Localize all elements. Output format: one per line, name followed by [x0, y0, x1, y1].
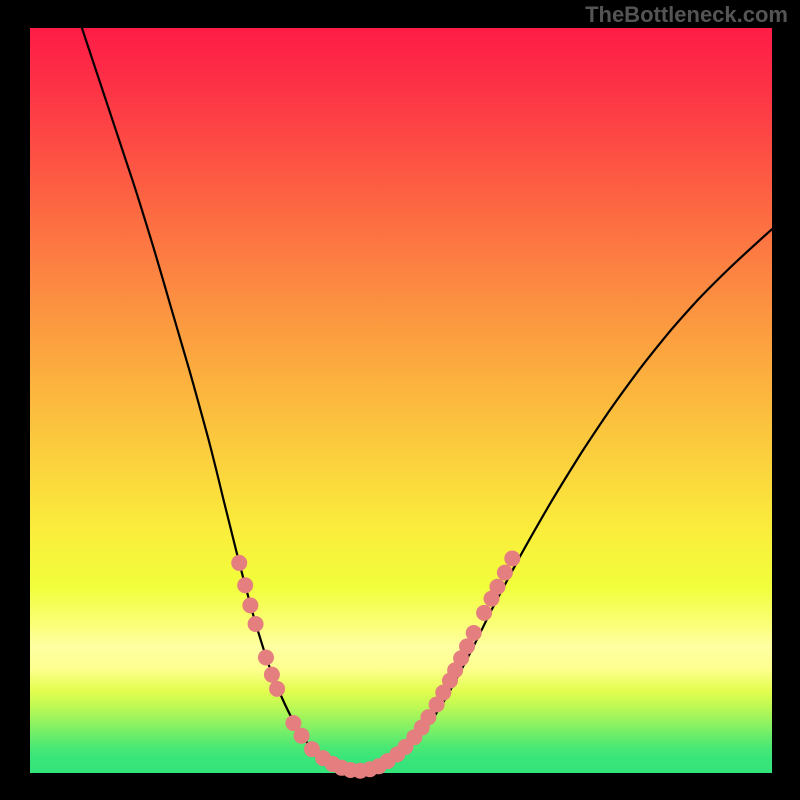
chart-container: TheBottleneck.com — [0, 0, 800, 800]
data-marker — [248, 616, 264, 632]
data-marker — [264, 667, 280, 683]
data-marker — [497, 565, 513, 581]
data-marker — [476, 605, 492, 621]
plot-area — [30, 28, 772, 773]
data-marker — [504, 550, 520, 566]
chart-svg — [30, 28, 772, 773]
data-marker — [231, 555, 247, 571]
data-marker — [237, 577, 253, 593]
data-marker — [489, 579, 505, 595]
gradient-background — [30, 28, 772, 773]
data-marker — [258, 650, 274, 666]
data-marker — [242, 597, 258, 613]
data-marker — [294, 728, 310, 744]
watermark-text: TheBottleneck.com — [585, 2, 788, 28]
data-marker — [269, 681, 285, 697]
data-marker — [466, 625, 482, 641]
